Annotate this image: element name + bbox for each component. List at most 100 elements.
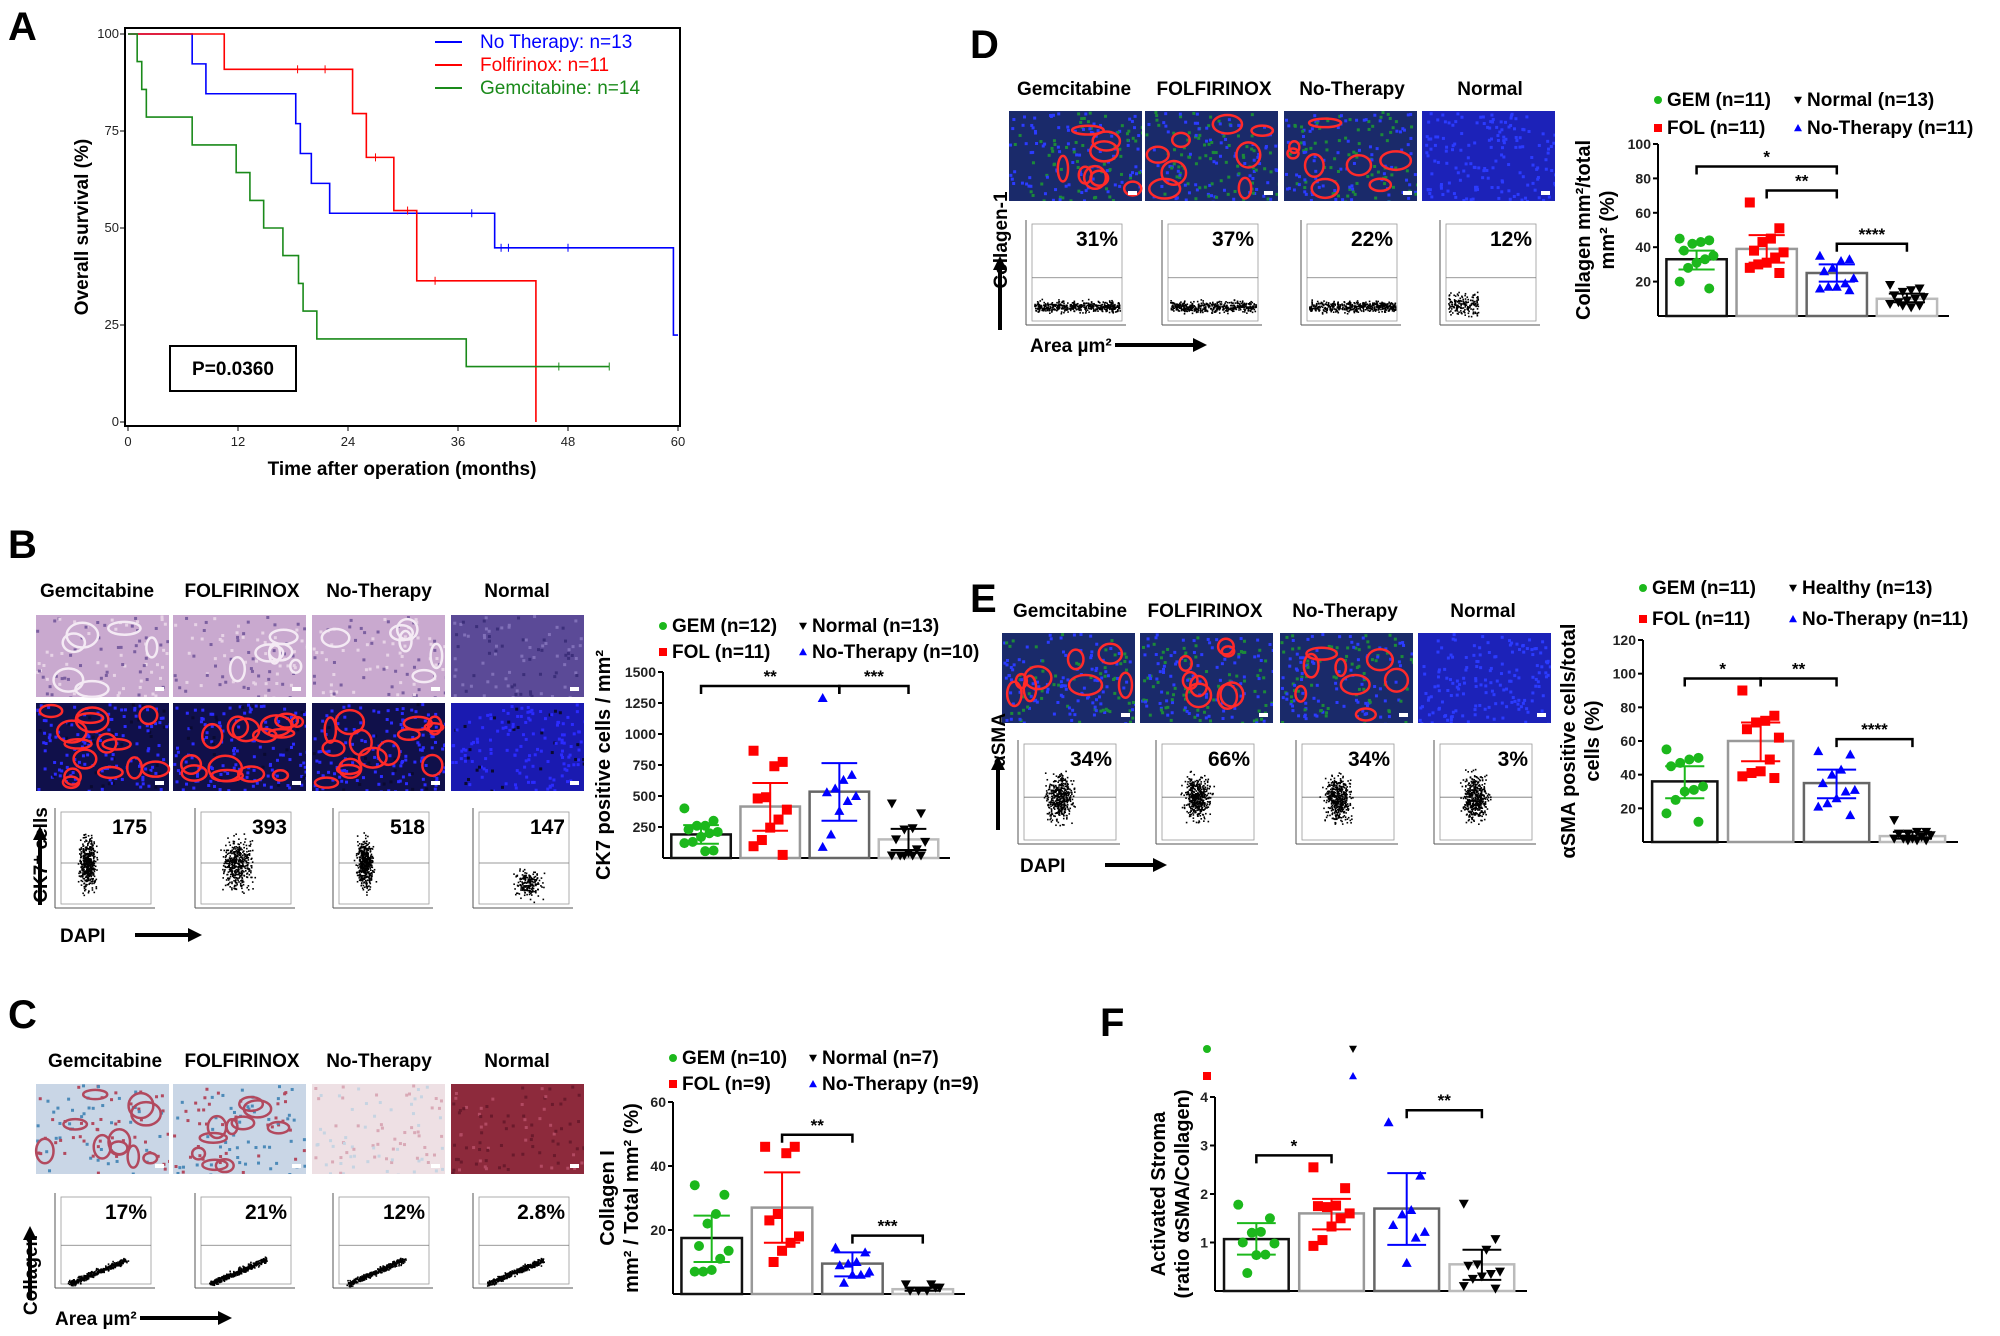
flow-gate	[1031, 223, 1123, 322]
significance-bracket	[851, 1234, 925, 1244]
y-tick-label: 2	[1200, 1186, 1208, 1202]
data-point	[1916, 832, 1927, 842]
significance-label: ****	[1861, 720, 1888, 739]
y-axis-title: (ratio αSMA/Collagen)	[1172, 1090, 1194, 1299]
flow-scatter-plot: 31%	[1025, 220, 1126, 326]
legend-entry: No-Therapy (n=11)	[1802, 609, 1968, 630]
data-point	[1693, 816, 1704, 827]
flow-y-axis-label: CK7⁺ cells	[31, 807, 52, 903]
y-tick-label: 100	[1613, 666, 1637, 682]
legend-marker	[1203, 1072, 1211, 1080]
micrograph	[36, 615, 169, 699]
data-point	[1849, 784, 1860, 794]
data-point	[1708, 250, 1719, 261]
data-point	[1264, 1213, 1275, 1224]
data-point	[698, 1266, 709, 1277]
significance-label: **	[1795, 171, 1809, 190]
flow-x-axis-label: Area µm²	[55, 1309, 137, 1330]
data-point	[1918, 293, 1929, 303]
flow-percent-value: 37%	[1212, 228, 1254, 251]
data-point	[1817, 778, 1828, 788]
data-point	[764, 1215, 775, 1226]
right-arrow-icon	[1153, 858, 1167, 872]
y-tick-label: 500	[633, 788, 657, 804]
legend-entry: Normal (n=13)	[1807, 90, 1934, 111]
flow-gate	[1167, 223, 1259, 322]
data-point	[1755, 766, 1766, 777]
flow-percent-value: 12%	[1490, 228, 1532, 251]
km-curve-2	[128, 33, 610, 368]
micrograph	[1280, 633, 1413, 723]
y-tick-label: 3	[1200, 1138, 1208, 1154]
y-tick-label: 4	[1200, 1089, 1208, 1105]
legend-marker	[1349, 1072, 1357, 1080]
data-point	[846, 769, 857, 779]
legend-marker	[1789, 615, 1797, 623]
flow-percent-value: 21%	[245, 1201, 287, 1224]
data-point	[777, 849, 788, 860]
scale-bar	[431, 1164, 440, 1168]
data-point	[1670, 794, 1681, 805]
significance-label: **	[764, 667, 778, 686]
scale-bar	[1259, 713, 1268, 717]
data-point	[1695, 237, 1706, 248]
data-point	[838, 1277, 849, 1287]
km-curve-0	[128, 33, 678, 336]
data-point	[1490, 1284, 1501, 1294]
data-point	[1910, 294, 1921, 304]
scale-bar	[1121, 713, 1130, 717]
legend-marker	[659, 648, 667, 656]
data-point	[1897, 301, 1908, 311]
legend-entry: Normal (n=13)	[812, 616, 939, 637]
flow-percent-value: 518	[390, 816, 425, 839]
data-point	[1914, 284, 1925, 294]
y-tick-label: 25	[105, 317, 119, 332]
scale-bar	[155, 1164, 164, 1168]
y-axis-title: αSMA positive cells/total	[1558, 624, 1580, 859]
data-point	[1826, 769, 1837, 779]
significance-label: *	[1763, 147, 1770, 166]
data-point	[1769, 773, 1780, 784]
scale-bar	[1264, 191, 1273, 195]
flow-scatter-plot: 12%	[1439, 220, 1540, 326]
scale-bar	[292, 687, 301, 691]
data-point	[1885, 281, 1896, 291]
panel-label-e: E	[970, 577, 997, 621]
legend-marker	[669, 1080, 677, 1088]
y-tick-label: 50	[105, 220, 119, 235]
data-point	[1704, 283, 1715, 294]
data-point	[693, 1241, 704, 1251]
data-point	[723, 1245, 734, 1256]
flow-y-axis-label: Collagen-1	[991, 191, 1012, 289]
data-point	[1322, 1202, 1333, 1213]
flow-percent-value: 31%	[1076, 228, 1118, 251]
data-point	[708, 845, 719, 856]
data-point	[1845, 810, 1856, 820]
flow-y-axis-label: Collagen	[21, 1235, 42, 1315]
significance-bracket	[1765, 189, 1839, 199]
scale-bar	[431, 687, 440, 691]
data-point	[1661, 808, 1672, 819]
data-point	[886, 851, 897, 861]
scale-bar	[570, 1164, 579, 1168]
data-point	[772, 1209, 783, 1219]
flow-scatter-plot: 66%	[1155, 740, 1258, 845]
data-point	[1693, 752, 1704, 763]
data-point	[1840, 278, 1851, 288]
data-point	[1814, 283, 1825, 293]
significance-bracket	[838, 684, 910, 695]
legend-marker	[1794, 124, 1802, 132]
data-point	[781, 804, 792, 815]
micrograph	[1145, 111, 1278, 201]
data-point	[1827, 262, 1838, 272]
micrograph	[173, 1084, 306, 1174]
y-tick-label: 60	[1620, 733, 1636, 749]
legend-marker	[1639, 615, 1647, 623]
data-point	[1836, 255, 1847, 265]
column-title: FOLFIRINOX	[1147, 601, 1262, 622]
data-point	[768, 1257, 779, 1267]
data-point	[748, 745, 759, 756]
data-point	[1246, 1227, 1257, 1238]
y-axis-title: CK7 positive cells / mm²	[593, 650, 615, 880]
